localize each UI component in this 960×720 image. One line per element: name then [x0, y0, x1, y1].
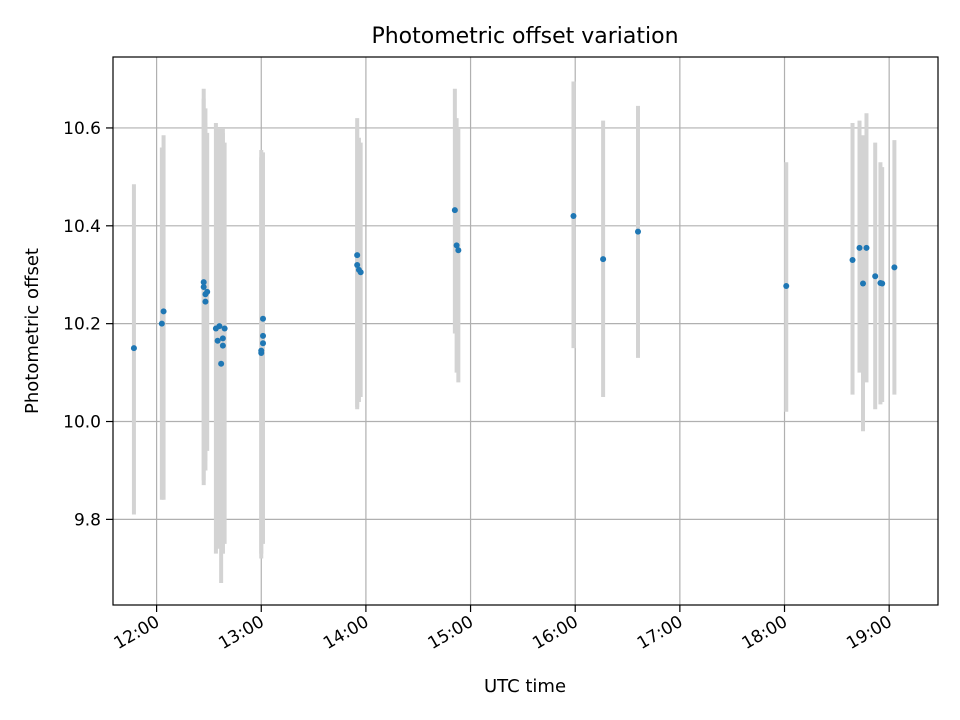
chart-title: Photometric offset variation	[371, 24, 678, 49]
data-point	[860, 280, 866, 287]
data-point	[451, 207, 458, 214]
data-point	[260, 340, 266, 347]
y-tick-label: 10.2	[63, 315, 101, 335]
data-point	[783, 282, 790, 289]
data-point	[204, 288, 211, 295]
error-bars	[131, 81, 897, 583]
data-point	[200, 279, 207, 286]
data-point	[200, 283, 207, 290]
data-point	[354, 261, 361, 268]
data-point	[879, 280, 886, 287]
y-axis-ticks: 9.8 10.0 10.2 10.4 10.6	[63, 119, 113, 530]
data-point	[600, 256, 607, 263]
y-tick-label: 9.8	[74, 510, 101, 530]
data-point	[258, 347, 265, 354]
data-point	[891, 264, 898, 271]
y-axis-label: Photometric offset	[22, 248, 43, 414]
data-point	[219, 335, 226, 342]
x-axis-ticks: 12:00 13:00 14:00 15:00 16:00 17:00 18:00 19:00	[111, 605, 896, 654]
plot-area-frame	[112, 56, 939, 606]
x-tick-label: 14:00	[320, 612, 372, 654]
x-tick-label: 12:00	[111, 612, 163, 654]
data-points	[130, 207, 898, 367]
data-point	[130, 345, 137, 352]
data-point	[863, 244, 870, 251]
data-point	[849, 257, 856, 264]
grid-lines	[113, 57, 938, 605]
data-point	[218, 360, 225, 367]
data-point	[357, 269, 364, 276]
x-axis-label: UTC time	[484, 676, 566, 697]
data-point	[160, 308, 167, 315]
data-point	[856, 244, 863, 251]
y-tick-label: 10.4	[63, 217, 101, 237]
data-point	[455, 247, 462, 254]
x-tick-label: 18:00	[739, 612, 791, 654]
data-point	[635, 228, 641, 235]
x-tick-label: 17:00	[634, 612, 686, 654]
data-point	[260, 315, 266, 322]
y-tick-label: 10.0	[63, 413, 101, 433]
data-point	[872, 273, 879, 280]
data-point	[570, 213, 577, 220]
data-point	[221, 325, 228, 332]
data-point	[216, 323, 223, 330]
data-point	[260, 332, 266, 339]
x-tick-label: 16:00	[529, 612, 581, 654]
data-point	[158, 320, 165, 327]
x-tick-label: 15:00	[425, 612, 477, 654]
x-tick-label: 19:00	[843, 612, 895, 654]
y-tick-label: 10.6	[63, 119, 101, 139]
data-point	[219, 342, 226, 349]
data-point	[202, 298, 209, 305]
data-point	[354, 252, 361, 259]
x-tick-label: 13:00	[215, 612, 267, 654]
data-point	[214, 337, 221, 344]
data-point	[453, 242, 460, 249]
